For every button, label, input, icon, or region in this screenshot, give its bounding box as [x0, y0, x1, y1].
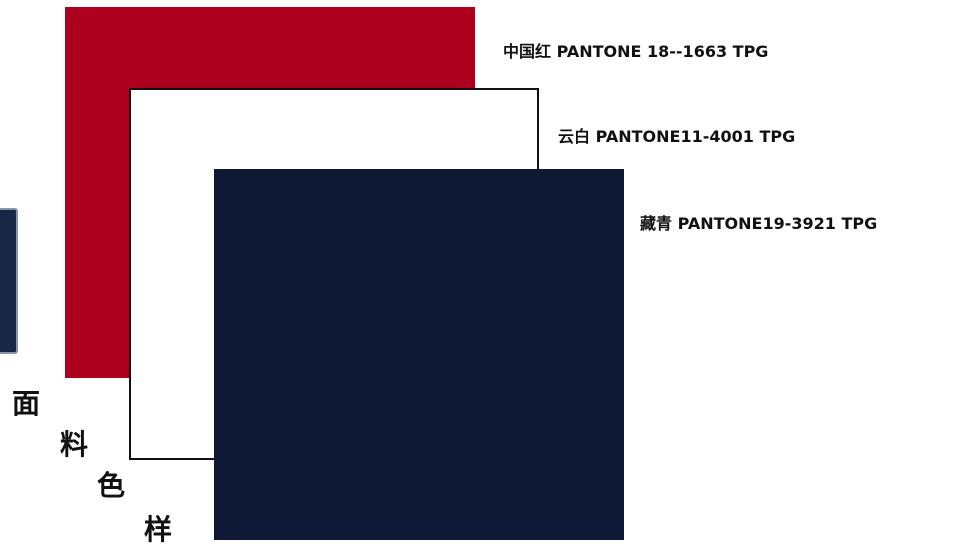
swatch-label: 中国红 PANTONE 18--1663 TPG	[503, 42, 769, 61]
caption-char: 色	[97, 469, 126, 502]
swatch-label: 藏青 PANTONE19-3921 TPG	[640, 214, 878, 233]
swatch-label: 云白 PANTONE11-4001 TPG	[558, 127, 796, 146]
caption-char: 样	[144, 513, 173, 546]
caption-char: 面	[12, 387, 41, 420]
navy-swatch	[214, 169, 624, 540]
caption-char: 料	[60, 428, 89, 461]
device-edge	[0, 208, 18, 354]
